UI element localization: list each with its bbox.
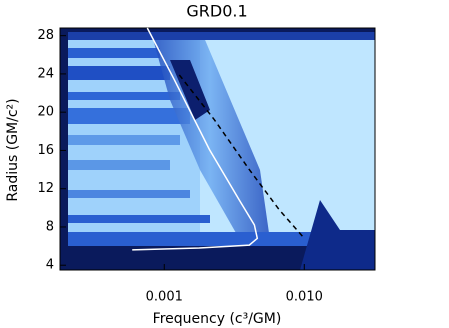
- heatmap: [60, 28, 375, 270]
- y-axis-label: Radius (GM/c²): [5, 98, 21, 201]
- curve: [132, 27, 259, 251]
- plot-frame: [59, 27, 376, 271]
- y-tick-label: 20: [37, 105, 54, 120]
- y-tick-label: 16: [37, 143, 54, 158]
- y-tick-label: 12: [37, 181, 54, 196]
- y-tick-label: 24: [37, 66, 54, 81]
- x-axis-label: Frequency (c³/GM): [153, 311, 282, 327]
- chart-title: GRD0.1: [186, 2, 247, 21]
- y-tick-label: 8: [46, 219, 54, 234]
- x-tick-label: 0.001: [146, 290, 183, 305]
- curve: [178, 74, 305, 239]
- x-tick-label: 0.010: [286, 290, 323, 305]
- y-tick-label: 28: [37, 28, 54, 43]
- y-tick-label: 4: [46, 258, 54, 273]
